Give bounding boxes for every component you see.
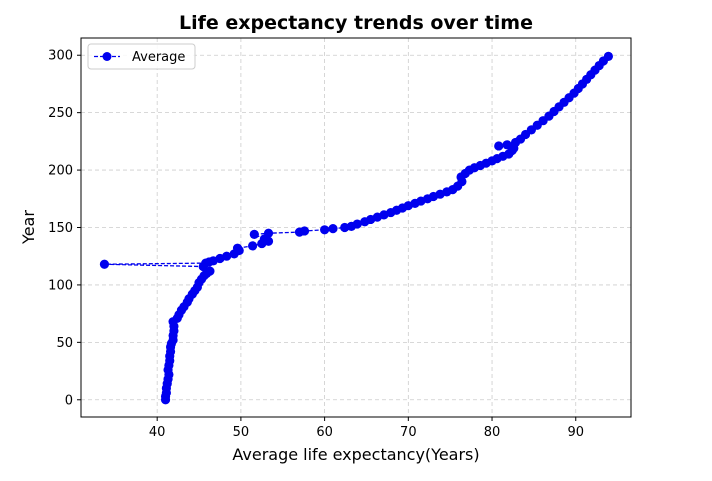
- data-point: [299, 226, 310, 236]
- y-tick-label: 150: [48, 221, 73, 236]
- legend-marker: [102, 52, 112, 61]
- data-point: [205, 266, 215, 276]
- x-tick-label: 50: [233, 425, 250, 440]
- y-tick-label: 50: [56, 336, 73, 351]
- x-axis-label: Average life expectancy(Years): [232, 445, 479, 464]
- x-tick-label: 40: [149, 425, 166, 440]
- data-point: [603, 51, 614, 61]
- series-average: [99, 51, 614, 405]
- legend: Average: [87, 43, 196, 70]
- x-tick-label: 60: [316, 425, 333, 440]
- data-point: [248, 241, 258, 251]
- grid-lines: [81, 38, 631, 417]
- legend-label-average: Average: [132, 50, 185, 65]
- data-point: [502, 140, 512, 150]
- y-axis-label: Year: [19, 210, 38, 245]
- chart-title: Life expectancy trends over time: [179, 12, 533, 34]
- data-point: [99, 259, 110, 269]
- y-tick-label: 200: [48, 164, 73, 179]
- y-tick-label: 0: [65, 393, 73, 408]
- axis-ticks: 40 50 60 70 80 90 0 50 100 150 200 250 300: [48, 49, 584, 440]
- y-tick-label: 100: [48, 278, 73, 293]
- data-point: [232, 243, 243, 253]
- data-point: [494, 141, 504, 151]
- x-tick-label: 90: [567, 425, 584, 440]
- data-point: [263, 228, 274, 238]
- data-point: [352, 219, 362, 229]
- x-tick-label: 80: [484, 425, 501, 440]
- y-tick-label: 250: [48, 106, 73, 121]
- data-point: [328, 224, 338, 234]
- data-point: [222, 251, 232, 261]
- y-tick-label: 300: [48, 49, 73, 64]
- legend-box: [87, 43, 196, 70]
- x-tick-label: 70: [400, 425, 417, 440]
- data-point: [320, 225, 330, 235]
- data-point: [249, 229, 259, 239]
